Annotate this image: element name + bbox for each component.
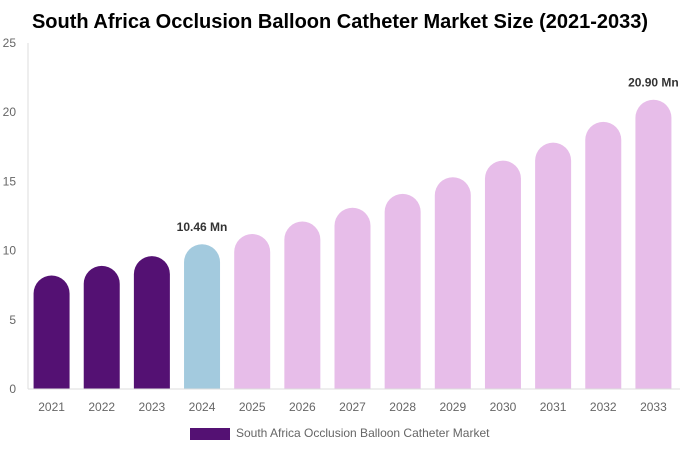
bar-2023 xyxy=(133,256,170,389)
y-tick-label: 25 xyxy=(3,36,17,50)
x-tick-label: 2027 xyxy=(339,400,366,414)
legend-swatch xyxy=(190,428,230,440)
x-tick-label: 2024 xyxy=(189,400,216,414)
bar-2025 xyxy=(234,233,271,389)
x-tick-label: 2021 xyxy=(38,400,65,414)
bar-2027 xyxy=(334,207,371,389)
bar-2021 xyxy=(33,275,70,389)
bar-2026 xyxy=(284,221,321,389)
annotations: 10.46 Mn 20.90 Mn xyxy=(177,76,679,234)
bar-2032 xyxy=(585,121,622,389)
bar-2033 xyxy=(635,99,672,389)
y-tick-label: 15 xyxy=(3,174,17,188)
x-tick-label: 2031 xyxy=(540,400,567,414)
bar-2030 xyxy=(484,160,521,389)
x-tick-label: 2030 xyxy=(490,400,517,414)
legend[interactable]: South Africa Occlusion Balloon Catheter … xyxy=(190,426,490,440)
x-tick-label: 2032 xyxy=(590,400,617,414)
x-tick-label: 2029 xyxy=(439,400,466,414)
x-axis: 2021 2022 2023 2024 2025 2026 2027 2028 2029 2030… xyxy=(28,388,680,414)
data-label: 10.46 Mn xyxy=(177,220,228,234)
bar-2024 xyxy=(184,244,221,389)
chart-title: South Africa Occlusion Balloon Catheter … xyxy=(32,11,648,33)
x-tick-label: 2026 xyxy=(289,400,316,414)
x-tick-label: 2025 xyxy=(239,400,266,414)
x-tick-label: 2022 xyxy=(88,400,115,414)
x-tick-label: 2028 xyxy=(389,400,416,414)
y-tick-label: 20 xyxy=(3,105,17,119)
bar-2028 xyxy=(384,193,421,389)
y-axis: 0 5 10 15 20 25 xyxy=(3,36,29,396)
legend-label: South Africa Occlusion Balloon Catheter … xyxy=(236,426,490,440)
x-tick-label: 2023 xyxy=(139,400,166,414)
x-tick-label: 2033 xyxy=(640,400,667,414)
bar-2022 xyxy=(83,265,120,389)
y-tick-label: 0 xyxy=(9,382,16,396)
data-label: 20.90 Mn xyxy=(628,76,679,90)
y-tick-label: 10 xyxy=(3,244,17,258)
y-tick-label: 5 xyxy=(9,313,16,327)
bar-2029 xyxy=(434,177,471,389)
bars xyxy=(33,99,672,389)
bar-2031 xyxy=(535,142,572,389)
